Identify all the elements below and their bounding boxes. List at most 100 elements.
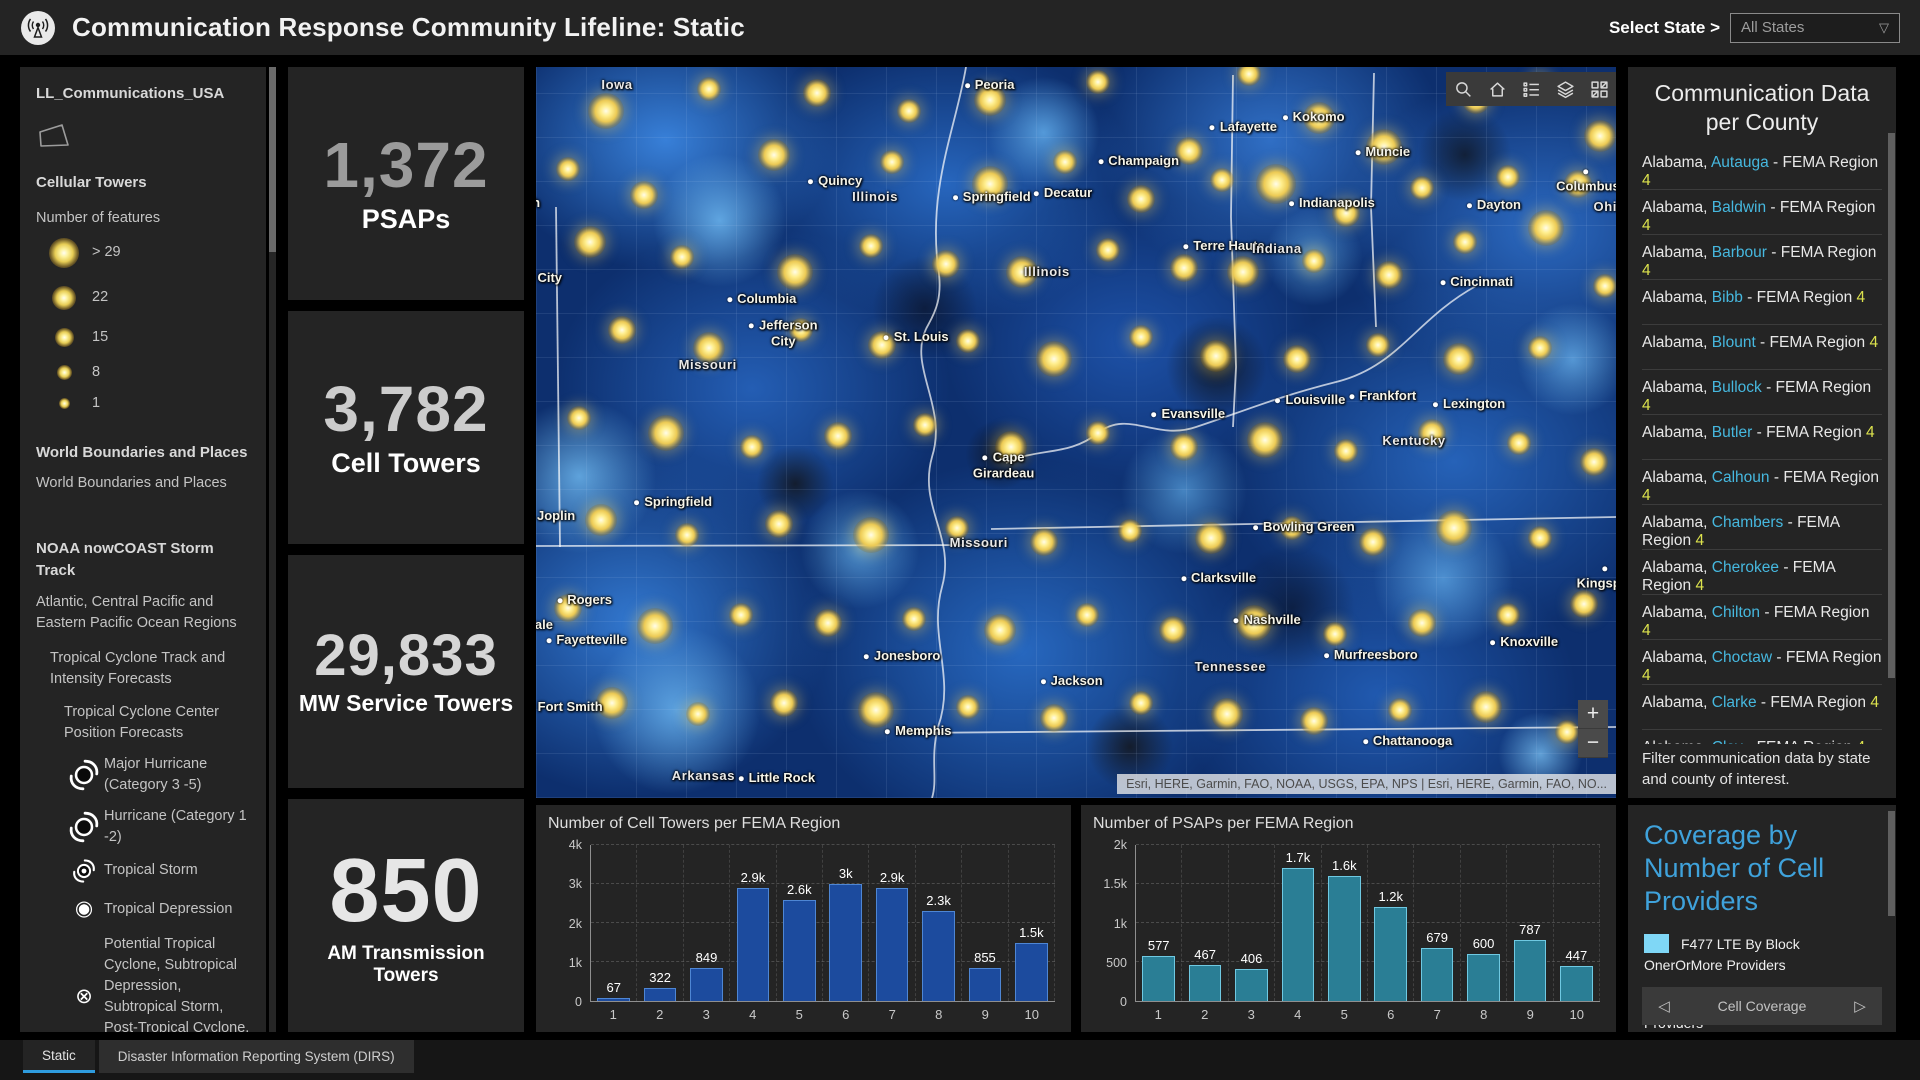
county-state-text: Alabama, — [1642, 468, 1712, 486]
chart-bar[interactable] — [1142, 956, 1176, 1001]
cell-tower-dot — [588, 92, 625, 129]
map-label-city: Fayetteville — [546, 632, 627, 648]
chart-bar[interactable] — [968, 967, 1002, 1001]
cell-tower-dot — [636, 608, 673, 645]
cell-tower-dot — [1506, 431, 1531, 456]
map-tool-home-icon[interactable] — [1480, 72, 1514, 106]
chart-bar[interactable] — [1374, 907, 1408, 1001]
chart-bar[interactable] — [1420, 948, 1454, 1001]
broadcast-logo-icon — [20, 10, 56, 46]
county-scrollbar-thumb[interactable] — [1888, 133, 1895, 678]
chart-bar[interactable] — [1327, 876, 1361, 1001]
county-list-item[interactable]: Alabama, Clay - FEMA Region 4 — [1642, 730, 1882, 745]
county-list-item[interactable]: Alabama, Autauga - FEMA Region 4 — [1642, 145, 1882, 190]
chart-bar-slot: 322 — [637, 845, 684, 1001]
county-list-item[interactable]: Alabama, Bullock - FEMA Region 4 — [1642, 370, 1882, 415]
chart-bar[interactable] — [1560, 966, 1593, 1001]
county-list-item[interactable]: Alabama, Butler - FEMA Region 4 — [1642, 415, 1882, 460]
county-list-item[interactable]: Alabama, Clarke - FEMA Region 4 — [1642, 685, 1882, 730]
county-list-item[interactable]: Alabama, Chambers - FEMA Region 4 — [1642, 505, 1882, 550]
cell-tower-dot — [1006, 255, 1038, 288]
cell-tower-dot — [1128, 325, 1153, 350]
county-list-item[interactable]: Alabama, Blount - FEMA Region 4 — [1642, 325, 1882, 370]
chart-bar[interactable] — [1188, 964, 1222, 1001]
chart-bar[interactable] — [690, 967, 723, 1001]
map-label-city: Cincinnati — [1440, 274, 1513, 290]
map-label-state: Indiana — [1252, 241, 1302, 257]
storm-legend-list: Major Hurricane (Category 3 -5) Hurricane… — [36, 754, 252, 1032]
storm-legend-label: Tropical Depression — [104, 900, 233, 917]
x-tick-label: 8 — [1480, 1007, 1488, 1022]
county-list-item[interactable]: Alabama, Choctaw - FEMA Region 4 — [1642, 640, 1882, 685]
map-label-state: Illinois — [1023, 263, 1070, 279]
map-tool-layers-icon[interactable] — [1548, 72, 1582, 106]
tab-bar: Static Disaster Information Reporting Sy… — [0, 1040, 1920, 1080]
county-fema-text: - FEMA Region — [1766, 243, 1877, 261]
legend-world-item: World Boundaries and Places — [36, 475, 227, 492]
legend-scrollbar[interactable] — [269, 67, 276, 1032]
county-list-item[interactable]: Alabama, Chilton - FEMA Region 4 — [1642, 595, 1882, 640]
storm-legend-label: Potential Tropical Cyclone, Subtropical … — [104, 936, 250, 1032]
county-region-number: 4 — [1866, 423, 1875, 441]
feature-class-list: > 29 22 15 8 1 — [36, 229, 252, 418]
tab-dirs[interactable]: Disaster Information Reporting System (D… — [98, 1040, 414, 1073]
chart-bar[interactable] — [922, 911, 955, 1001]
chart-bar[interactable] — [736, 887, 770, 1001]
county-list-item[interactable]: Alabama, Barbour - FEMA Region 4 — [1642, 235, 1882, 280]
zoom-in-button[interactable]: + — [1578, 700, 1608, 729]
cell-tower-dot — [1247, 421, 1283, 458]
chart-bar[interactable] — [875, 887, 909, 1001]
county-fema-text: - FEMA Region — [1772, 648, 1882, 666]
map-label-city: Columbia — [727, 291, 796, 307]
chart-bar[interactable] — [597, 998, 631, 1001]
tab-static[interactable]: Static — [23, 1040, 95, 1073]
cell-tower-dot — [1528, 526, 1553, 551]
bar-value-label: 1.5k — [1019, 924, 1044, 940]
cell-tower-dot — [1175, 137, 1204, 166]
cell-tower-dot — [675, 522, 700, 547]
x-tick-label: 7 — [1433, 1007, 1441, 1022]
map[interactable]: Iowa Peoria Kokomo Lafayette Muncie Champaign… — [536, 67, 1616, 798]
cell-tower-dot — [1085, 69, 1110, 94]
chart-bar[interactable] — [1235, 969, 1268, 1001]
cell-tower-dot — [1236, 67, 1261, 87]
cell-tower-dot — [1126, 184, 1155, 213]
county-state-text: Alabama, — [1642, 513, 1712, 531]
map-tool-search-icon[interactable] — [1446, 72, 1480, 106]
county-list-item[interactable]: Alabama, Calhoun - FEMA Region 4 — [1642, 460, 1882, 505]
cell-tower-dot — [1085, 420, 1110, 445]
county-region-number: 4 — [1856, 288, 1866, 306]
stat-card-mw-towers: 29,833 MW Service Towers — [288, 555, 524, 788]
x-tick-label: 4 — [1294, 1007, 1302, 1022]
chart-bar[interactable] — [829, 884, 863, 1001]
cell-tower-dot — [1170, 254, 1198, 283]
county-list-item[interactable]: Alabama, Baldwin - FEMA Region 4 — [1642, 190, 1882, 235]
zoom-out-button[interactable]: − — [1578, 729, 1608, 758]
map-label-city: Decatur — [1034, 185, 1092, 201]
chart-bar[interactable] — [1467, 954, 1500, 1001]
carousel-next-icon[interactable]: ▷ — [1854, 998, 1866, 1015]
coverage-scrollbar-thumb[interactable] — [1888, 811, 1895, 916]
y-tick-label: 4k — [568, 838, 582, 852]
county-state-text: Alabama, — [1642, 648, 1712, 666]
home-icon — [1489, 81, 1505, 97]
chart-bar[interactable] — [1281, 868, 1315, 1001]
county-list-item[interactable]: Alabama, Cherokee - FEMA Region 4 — [1642, 550, 1882, 595]
chart-bar[interactable] — [782, 899, 816, 1001]
chart-bar[interactable] — [1513, 939, 1547, 1001]
chart-bar[interactable] — [1015, 942, 1048, 1001]
chart-bar[interactable] — [643, 988, 677, 1001]
carousel-prev-icon[interactable]: ◁ — [1658, 998, 1670, 1015]
county-region-number: 4 — [1870, 693, 1879, 711]
cell-tower-dot — [608, 316, 637, 345]
map-tool-basemap-icon[interactable] — [1582, 72, 1616, 106]
feature-class-label: 15 — [92, 328, 109, 345]
cell-tower-dot — [1334, 438, 1358, 463]
county-list-item[interactable]: Alabama, Bibb - FEMA Region 4 — [1642, 280, 1882, 325]
map-tool-legend-icon[interactable] — [1514, 72, 1548, 106]
chart-x-axis: 1 2 3 4 5 6 7 8 9 10 — [1135, 1002, 1600, 1024]
county-state-text: Alabama, — [1642, 558, 1712, 576]
scrollbar-thumb[interactable] — [269, 67, 276, 252]
state-dropdown[interactable]: All States ▽ — [1730, 12, 1900, 43]
bar-value-label: 447 — [1565, 948, 1588, 964]
